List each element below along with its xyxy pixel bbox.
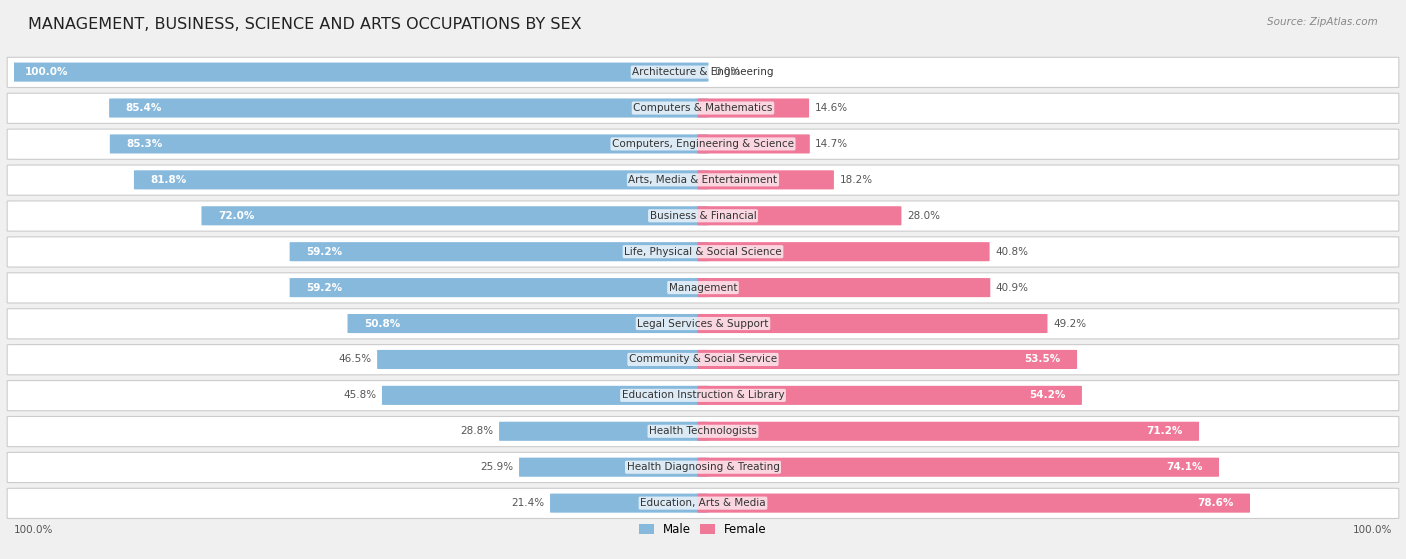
Text: Legal Services & Support: Legal Services & Support <box>637 319 769 329</box>
FancyBboxPatch shape <box>7 57 1399 87</box>
Text: 71.2%: 71.2% <box>1146 427 1182 436</box>
FancyBboxPatch shape <box>7 452 1399 482</box>
Text: Health Technologists: Health Technologists <box>650 427 756 436</box>
FancyBboxPatch shape <box>7 416 1399 447</box>
FancyBboxPatch shape <box>697 170 834 190</box>
Text: 100.0%: 100.0% <box>14 525 53 535</box>
FancyBboxPatch shape <box>697 278 990 297</box>
Text: 78.6%: 78.6% <box>1197 498 1233 508</box>
Text: Computers & Mathematics: Computers & Mathematics <box>633 103 773 113</box>
Text: Business & Financial: Business & Financial <box>650 211 756 221</box>
Text: 54.2%: 54.2% <box>1029 390 1066 400</box>
Text: Arts, Media & Entertainment: Arts, Media & Entertainment <box>628 175 778 185</box>
FancyBboxPatch shape <box>7 344 1399 375</box>
FancyBboxPatch shape <box>7 237 1399 267</box>
FancyBboxPatch shape <box>290 278 709 297</box>
Text: 21.4%: 21.4% <box>512 498 544 508</box>
Text: 72.0%: 72.0% <box>218 211 254 221</box>
Text: 0.0%: 0.0% <box>714 67 741 77</box>
FancyBboxPatch shape <box>697 98 808 117</box>
FancyBboxPatch shape <box>7 309 1399 339</box>
Text: Computers, Engineering & Science: Computers, Engineering & Science <box>612 139 794 149</box>
Text: 50.8%: 50.8% <box>364 319 401 329</box>
FancyBboxPatch shape <box>7 489 1399 519</box>
Text: 74.1%: 74.1% <box>1166 462 1202 472</box>
Text: Source: ZipAtlas.com: Source: ZipAtlas.com <box>1267 17 1378 27</box>
FancyBboxPatch shape <box>697 242 990 261</box>
Text: Education Instruction & Library: Education Instruction & Library <box>621 390 785 400</box>
Text: Architecture & Engineering: Architecture & Engineering <box>633 67 773 77</box>
Text: Life, Physical & Social Science: Life, Physical & Social Science <box>624 247 782 257</box>
FancyBboxPatch shape <box>7 201 1399 231</box>
FancyBboxPatch shape <box>110 134 709 154</box>
FancyBboxPatch shape <box>499 421 709 441</box>
Text: 81.8%: 81.8% <box>150 175 187 185</box>
FancyBboxPatch shape <box>347 314 709 333</box>
Text: 14.6%: 14.6% <box>814 103 848 113</box>
Text: 100.0%: 100.0% <box>25 67 69 77</box>
FancyBboxPatch shape <box>697 206 901 225</box>
FancyBboxPatch shape <box>201 206 709 225</box>
FancyBboxPatch shape <box>382 386 709 405</box>
Text: 59.2%: 59.2% <box>307 283 342 292</box>
FancyBboxPatch shape <box>7 93 1399 124</box>
Text: 49.2%: 49.2% <box>1053 319 1085 329</box>
Text: MANAGEMENT, BUSINESS, SCIENCE AND ARTS OCCUPATIONS BY SEX: MANAGEMENT, BUSINESS, SCIENCE AND ARTS O… <box>28 17 582 32</box>
Text: 46.5%: 46.5% <box>339 354 371 364</box>
Text: 45.8%: 45.8% <box>343 390 377 400</box>
Text: 14.7%: 14.7% <box>815 139 848 149</box>
Text: Health Diagnosing & Treating: Health Diagnosing & Treating <box>627 462 779 472</box>
FancyBboxPatch shape <box>7 381 1399 411</box>
FancyBboxPatch shape <box>697 494 1250 513</box>
Text: Community & Social Service: Community & Social Service <box>628 354 778 364</box>
Text: 28.8%: 28.8% <box>460 427 494 436</box>
Text: Management: Management <box>669 283 737 292</box>
FancyBboxPatch shape <box>550 494 709 513</box>
Text: 25.9%: 25.9% <box>481 462 513 472</box>
Text: 40.8%: 40.8% <box>995 247 1028 257</box>
FancyBboxPatch shape <box>697 134 810 154</box>
Text: 40.9%: 40.9% <box>995 283 1029 292</box>
Text: 85.4%: 85.4% <box>125 103 162 113</box>
Text: 59.2%: 59.2% <box>307 247 342 257</box>
FancyBboxPatch shape <box>290 242 709 261</box>
FancyBboxPatch shape <box>697 421 1199 441</box>
FancyBboxPatch shape <box>7 129 1399 159</box>
Text: 100.0%: 100.0% <box>1353 525 1392 535</box>
FancyBboxPatch shape <box>134 170 709 190</box>
Text: 28.0%: 28.0% <box>907 211 941 221</box>
FancyBboxPatch shape <box>110 98 709 117</box>
FancyBboxPatch shape <box>697 386 1083 405</box>
Text: 85.3%: 85.3% <box>127 139 163 149</box>
Text: Education, Arts & Media: Education, Arts & Media <box>640 498 766 508</box>
FancyBboxPatch shape <box>697 458 1219 477</box>
FancyBboxPatch shape <box>7 165 1399 195</box>
Text: 18.2%: 18.2% <box>839 175 873 185</box>
FancyBboxPatch shape <box>697 350 1077 369</box>
Text: 53.5%: 53.5% <box>1025 354 1060 364</box>
Legend: Male, Female: Male, Female <box>634 519 772 541</box>
FancyBboxPatch shape <box>8 63 709 82</box>
FancyBboxPatch shape <box>7 273 1399 303</box>
FancyBboxPatch shape <box>377 350 709 369</box>
FancyBboxPatch shape <box>697 314 1047 333</box>
FancyBboxPatch shape <box>519 458 709 477</box>
